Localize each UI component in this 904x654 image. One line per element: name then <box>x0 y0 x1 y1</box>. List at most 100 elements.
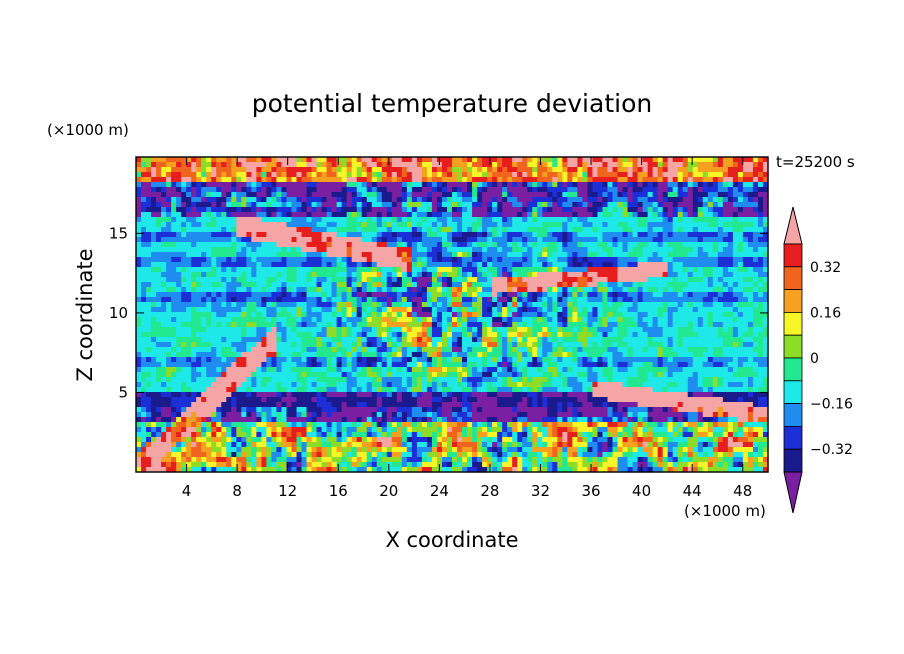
field-cell <box>567 257 573 263</box>
field-cell <box>572 162 578 168</box>
field-cell <box>141 227 147 233</box>
field-cell <box>216 232 222 238</box>
field-cell <box>351 157 358 163</box>
field-cell <box>527 272 533 278</box>
field-cell <box>206 352 212 358</box>
field-cell <box>587 312 594 318</box>
field-cell <box>712 327 719 333</box>
field-cell <box>156 267 162 273</box>
field-cell <box>562 252 568 258</box>
field-cell <box>171 297 177 303</box>
field-cell <box>692 177 699 183</box>
field-cell <box>171 277 177 283</box>
field-cell <box>226 157 232 163</box>
field-cell <box>141 242 147 248</box>
field-cell <box>421 327 428 333</box>
field-cell <box>436 327 443 333</box>
field-cell <box>552 172 558 178</box>
field-cell <box>226 167 232 173</box>
field-cell <box>632 282 639 288</box>
field-cell <box>517 212 523 218</box>
field-cell <box>241 227 247 233</box>
field-cell <box>176 352 182 358</box>
field-cell <box>371 322 378 328</box>
field-cell <box>306 332 313 338</box>
field-cell <box>271 202 278 208</box>
field-cell <box>527 292 533 298</box>
field-cell <box>617 222 624 228</box>
field-cell <box>602 182 609 188</box>
field-cell <box>156 292 162 298</box>
field-cell <box>482 222 488 228</box>
field-cell <box>181 177 187 183</box>
field-cell <box>527 222 533 228</box>
field-cell <box>592 247 599 253</box>
field-cell <box>727 157 734 163</box>
field-cell <box>406 202 413 208</box>
field-cell <box>667 247 674 253</box>
field-cell <box>206 302 212 308</box>
field-cell <box>286 217 293 223</box>
field-cell <box>136 222 142 228</box>
field-cell <box>401 327 408 333</box>
field-cell <box>567 207 573 213</box>
field-cell <box>321 287 328 293</box>
field-cell <box>226 177 232 183</box>
field-cell <box>547 267 553 273</box>
field-cell <box>612 327 619 333</box>
field-cell <box>166 252 172 258</box>
field-cell <box>346 232 353 238</box>
field-cell <box>196 202 202 208</box>
field-cell <box>622 182 629 188</box>
field-cell <box>677 207 684 213</box>
field-cell <box>672 302 679 308</box>
field-cell <box>747 267 754 273</box>
field-cell <box>136 332 142 338</box>
field-cell <box>627 282 634 288</box>
field-cell <box>426 282 433 288</box>
field-cell <box>356 287 363 293</box>
field-cell <box>216 192 222 198</box>
field-cell <box>667 257 674 263</box>
field-cell <box>221 292 227 298</box>
field-cell <box>296 267 303 273</box>
field-cell <box>637 287 644 293</box>
field-cell <box>557 167 563 173</box>
field-cell <box>216 347 222 353</box>
field-cell <box>702 262 709 268</box>
field-cell <box>502 227 508 233</box>
field-cell <box>151 227 157 233</box>
field-cell <box>572 272 578 278</box>
field-cell <box>557 222 563 228</box>
field-cell <box>627 257 634 263</box>
field-cell <box>311 312 318 318</box>
field-cell <box>311 162 318 168</box>
field-cell <box>146 172 152 178</box>
field-cell <box>477 292 483 298</box>
field-cell <box>371 292 378 298</box>
field-cell <box>196 217 202 223</box>
field-cell <box>647 247 654 253</box>
field-cell <box>672 247 679 253</box>
field-cell <box>416 227 423 233</box>
field-cell <box>386 342 393 348</box>
field-cell <box>241 202 247 208</box>
field-cell <box>597 232 604 238</box>
field-cell <box>286 317 293 323</box>
field-cell <box>271 232 278 238</box>
field-cell <box>221 272 227 278</box>
field-cell <box>457 257 463 263</box>
field-cell <box>211 297 217 303</box>
field-cell <box>662 307 669 313</box>
field-cell <box>181 262 187 268</box>
field-cell <box>381 202 388 208</box>
field-cell <box>311 212 318 218</box>
field-cell <box>431 247 438 253</box>
field-cell <box>732 172 739 178</box>
field-cell <box>622 212 629 218</box>
field-cell <box>502 207 508 213</box>
field-cell <box>477 297 483 303</box>
field-cell <box>512 242 518 248</box>
field-cell <box>762 237 769 243</box>
field-cell <box>732 227 739 233</box>
